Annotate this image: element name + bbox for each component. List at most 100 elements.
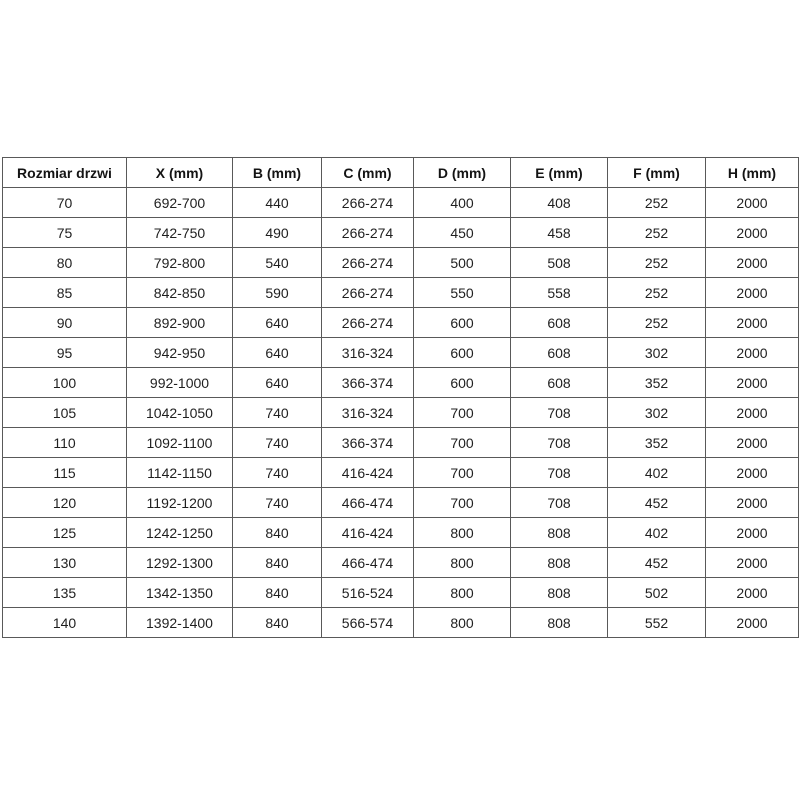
column-header: Rozmiar drzwi: [2, 157, 127, 188]
table-cell: 566-574: [321, 607, 414, 638]
table-cell: 402: [607, 517, 706, 548]
table-cell: 508: [510, 247, 608, 278]
table-cell: 892-900: [126, 307, 233, 338]
table-row: 80 792-800 540 266-274 500 508 252 2000: [2, 247, 799, 278]
table-cell: 452: [607, 487, 706, 518]
table-cell: 742-750: [126, 217, 233, 248]
table-cell: 70: [2, 187, 127, 218]
table-cell: 608: [510, 367, 608, 398]
table-cell: 800: [413, 547, 511, 578]
table-cell: 252: [607, 187, 706, 218]
table-cell: 140: [2, 607, 127, 638]
table-row: 70 692-700 440 266-274 400 408 252 2000: [2, 187, 799, 218]
table-cell: 266-274: [321, 247, 414, 278]
table-row: 105 1042-1050 740 316-324 700 708 302 2000: [2, 397, 799, 428]
size-table-body: 70 692-700 440 266-274 400 408 252 2000 75 742-75…: [2, 187, 799, 638]
table-cell: 440: [232, 187, 322, 218]
table-cell: 490: [232, 217, 322, 248]
table-cell: 800: [413, 607, 511, 638]
table-cell: 516-524: [321, 577, 414, 608]
table-row: 95 942-950 640 316-324 600 608 302 2000: [2, 337, 799, 368]
table-cell: 252: [607, 307, 706, 338]
table-cell: 2000: [705, 277, 799, 308]
table-cell: 840: [232, 517, 322, 548]
table-cell: 808: [510, 547, 608, 578]
table-cell: 302: [607, 337, 706, 368]
table-cell: 352: [607, 367, 706, 398]
table-row: 75 742-750 490 266-274 450 458 252 2000: [2, 217, 799, 248]
table-cell: 416-424: [321, 517, 414, 548]
table-cell: 600: [413, 337, 511, 368]
table-cell: 2000: [705, 397, 799, 428]
table-row: 85 842-850 590 266-274 550 558 252 2000: [2, 277, 799, 308]
table-cell: 608: [510, 307, 608, 338]
table-cell: 2000: [705, 517, 799, 548]
table-cell: 1092-1100: [126, 427, 233, 458]
table-cell: 2000: [705, 427, 799, 458]
table-cell: 130: [2, 547, 127, 578]
column-header: E (mm): [510, 157, 608, 188]
table-cell: 540: [232, 247, 322, 278]
table-cell: 466-474: [321, 547, 414, 578]
table-row: 130 1292-1300 840 466-474 800 808 452 2000: [2, 547, 799, 578]
table-cell: 840: [232, 547, 322, 578]
table-row: 120 1192-1200 740 466-474 700 708 452 2000: [2, 487, 799, 518]
table-cell: 352: [607, 427, 706, 458]
table-cell: 302: [607, 397, 706, 428]
table-cell: 2000: [705, 187, 799, 218]
table-cell: 692-700: [126, 187, 233, 218]
table-cell: 2000: [705, 487, 799, 518]
table-cell: 1192-1200: [126, 487, 233, 518]
table-cell: 80: [2, 247, 127, 278]
table-cell: 708: [510, 427, 608, 458]
table-cell: 552: [607, 607, 706, 638]
table-cell: 1142-1150: [126, 457, 233, 488]
table-cell: 95: [2, 337, 127, 368]
table-cell: 366-374: [321, 427, 414, 458]
table-cell: 740: [232, 457, 322, 488]
table-cell: 402: [607, 457, 706, 488]
table-row: 135 1342-1350 840 516-524 800 808 502 2000: [2, 577, 799, 608]
table-cell: 740: [232, 397, 322, 428]
table-cell: 2000: [705, 217, 799, 248]
table-row: 110 1092-1100 740 366-374 700 708 352 2000: [2, 427, 799, 458]
table-cell: 608: [510, 337, 608, 368]
door-size-table: Rozmiar drzwi X (mm) B (mm) C (mm) D (mm) E (…: [2, 157, 799, 638]
column-header: F (mm): [607, 157, 706, 188]
table-cell: 408: [510, 187, 608, 218]
table-cell: 110: [2, 427, 127, 458]
table-cell: 266-274: [321, 277, 414, 308]
table-cell: 75: [2, 217, 127, 248]
table-cell: 550: [413, 277, 511, 308]
table-cell: 2000: [705, 577, 799, 608]
table-cell: 708: [510, 457, 608, 488]
table-cell: 1392-1400: [126, 607, 233, 638]
table-cell: 316-324: [321, 397, 414, 428]
table-cell: 266-274: [321, 307, 414, 338]
table-row: 100 992-1000 640 366-374 600 608 352 2000: [2, 367, 799, 398]
table-cell: 808: [510, 517, 608, 548]
table-cell: 640: [232, 307, 322, 338]
table-cell: 135: [2, 577, 127, 608]
table-cell: 800: [413, 517, 511, 548]
table-cell: 416-424: [321, 457, 414, 488]
table-cell: 842-850: [126, 277, 233, 308]
table-cell: 125: [2, 517, 127, 548]
table-cell: 700: [413, 487, 511, 518]
table-cell: 840: [232, 577, 322, 608]
table-cell: 252: [607, 277, 706, 308]
table-cell: 2000: [705, 547, 799, 578]
table-row: 90 892-900 640 266-274 600 608 252 2000: [2, 307, 799, 338]
table-cell: 700: [413, 457, 511, 488]
table-cell: 700: [413, 397, 511, 428]
table-cell: 266-274: [321, 187, 414, 218]
table-cell: 252: [607, 217, 706, 248]
table-cell: 500: [413, 247, 511, 278]
table-cell: 2000: [705, 307, 799, 338]
table-cell: 502: [607, 577, 706, 608]
table-cell: 1042-1050: [126, 397, 233, 428]
column-header: C (mm): [321, 157, 414, 188]
table-cell: 590: [232, 277, 322, 308]
table-cell: 700: [413, 427, 511, 458]
table-cell: 640: [232, 367, 322, 398]
